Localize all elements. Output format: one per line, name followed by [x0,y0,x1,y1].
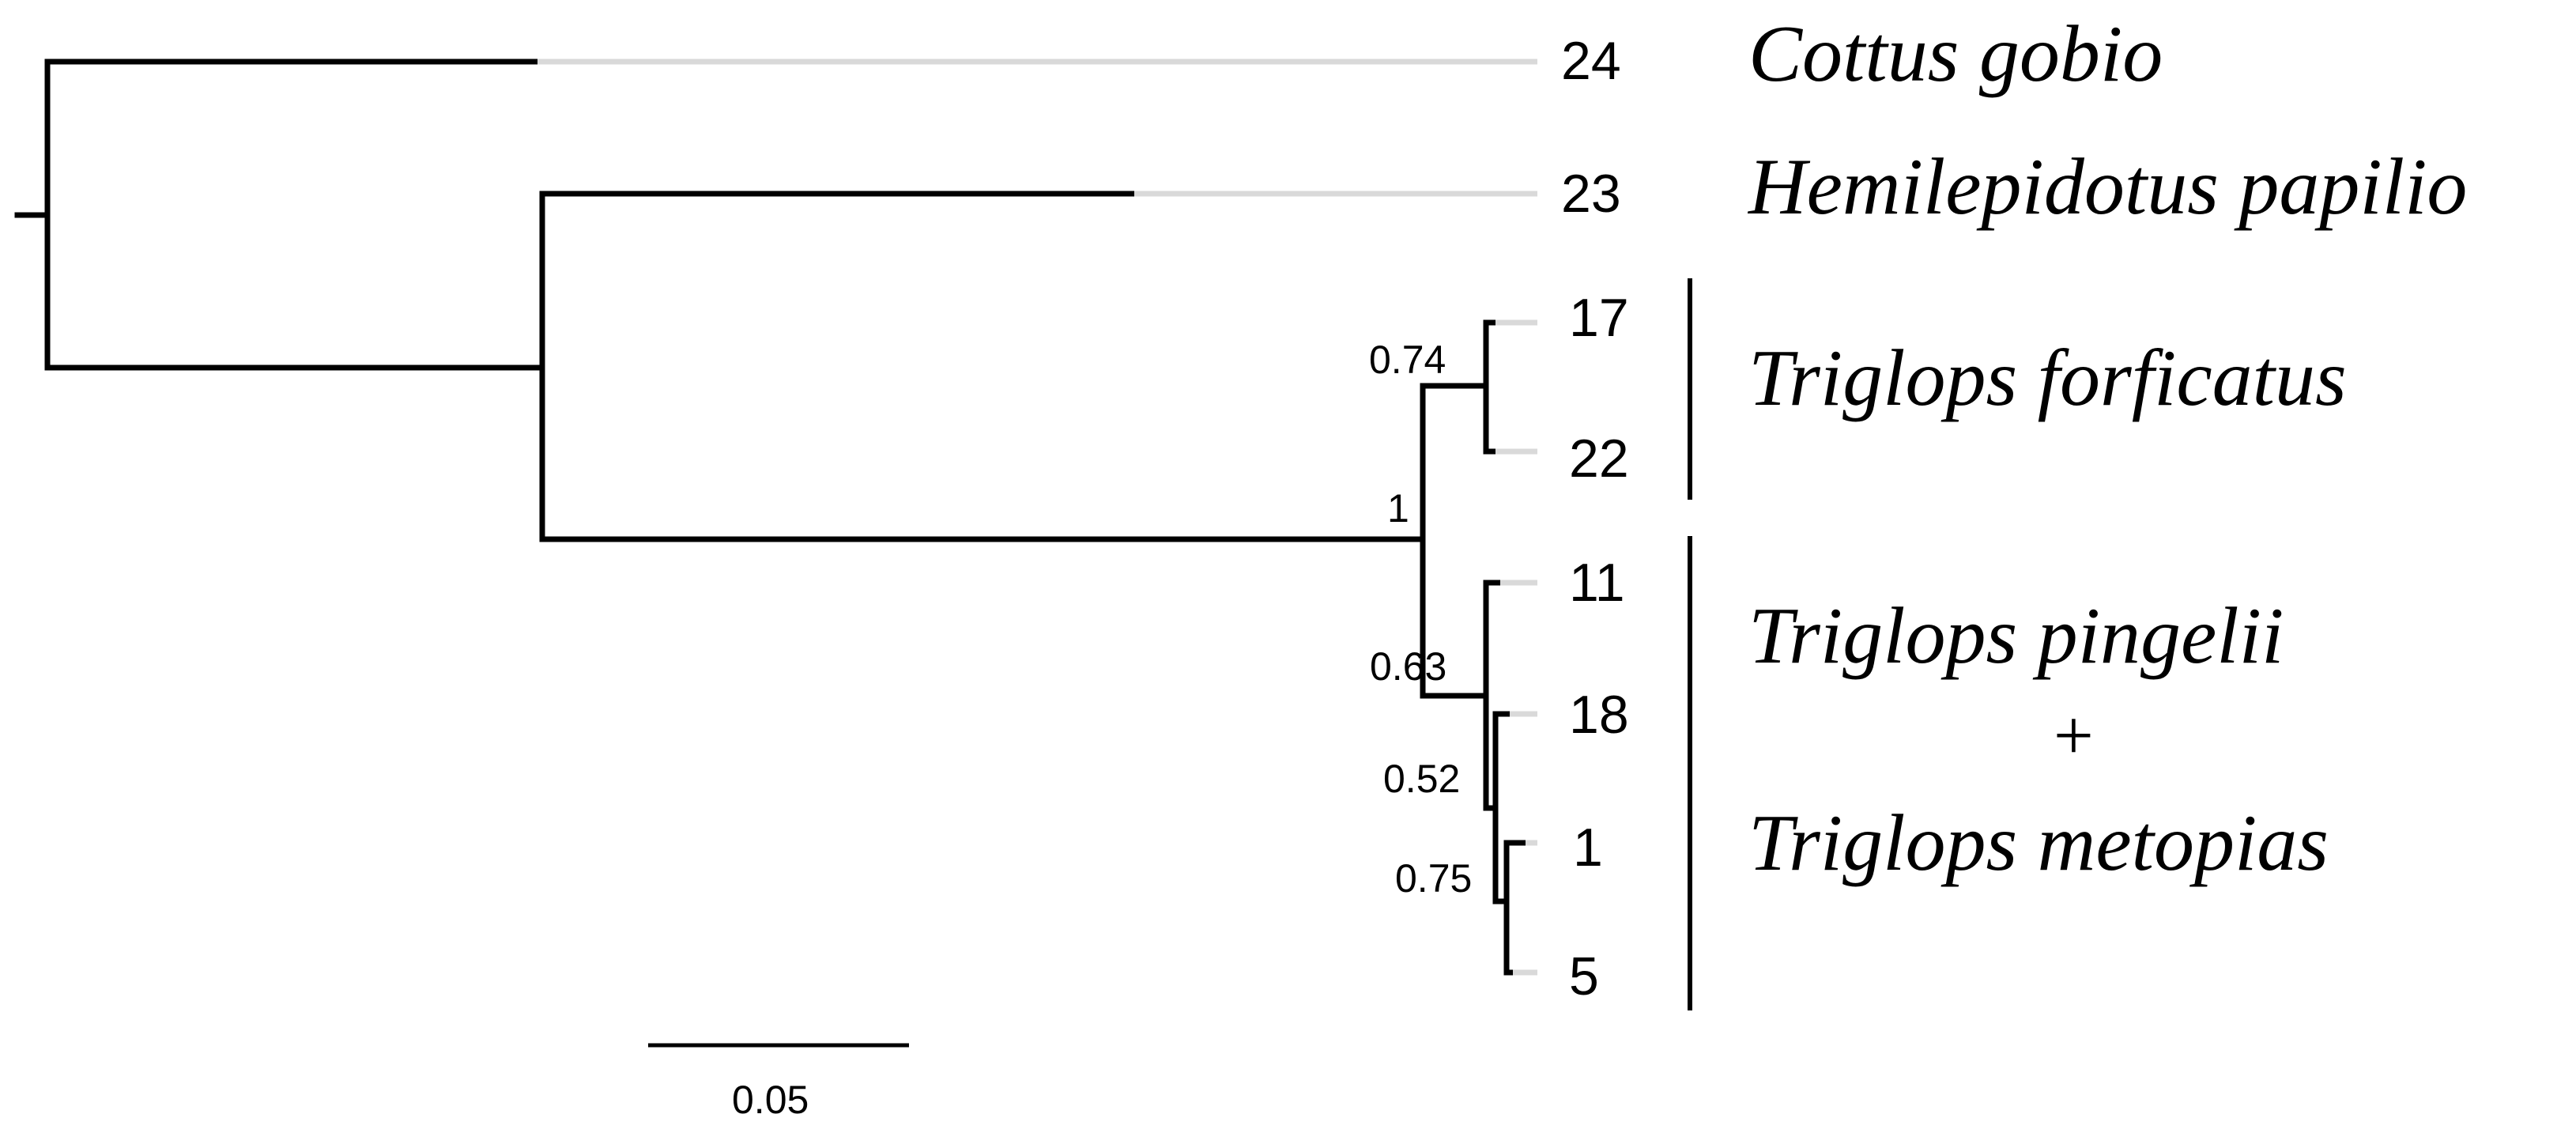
scale-bar-label: 0.05 [732,1078,809,1122]
plus-sign: + [2054,697,2094,775]
tip-label-22: 22 [1569,429,1629,489]
species-hemilepidotus-papilio: Hemilepidotus papilio [1747,142,2467,232]
tip-label-23: 23 [1561,164,1621,224]
tip-label-1: 1 [1573,818,1603,878]
tip-label-11: 11 [1569,553,1625,613]
support-value-pingelii: 0.63 [1370,644,1446,689]
tip-label-5: 5 [1569,946,1599,1006]
support-value-clade-1-5: 0.75 [1395,856,1472,901]
tip-label-24: 24 [1561,31,1621,91]
species-triglops-pingelii: Triglops pingelii [1748,591,2284,681]
tip-label-17: 17 [1569,288,1629,348]
species-cottus-gobio: Cottus gobio [1748,9,2163,99]
species-triglops-forficatus: Triglops forficatus [1748,334,2347,423]
species-triglops-metopias: Triglops metopias [1748,799,2329,888]
tip-label-18: 18 [1569,685,1629,745]
support-value-triglops: 1 [1387,486,1409,531]
support-value-clade-18-1-5: 0.52 [1383,757,1460,801]
support-value-forficatus: 0.74 [1369,338,1446,382]
